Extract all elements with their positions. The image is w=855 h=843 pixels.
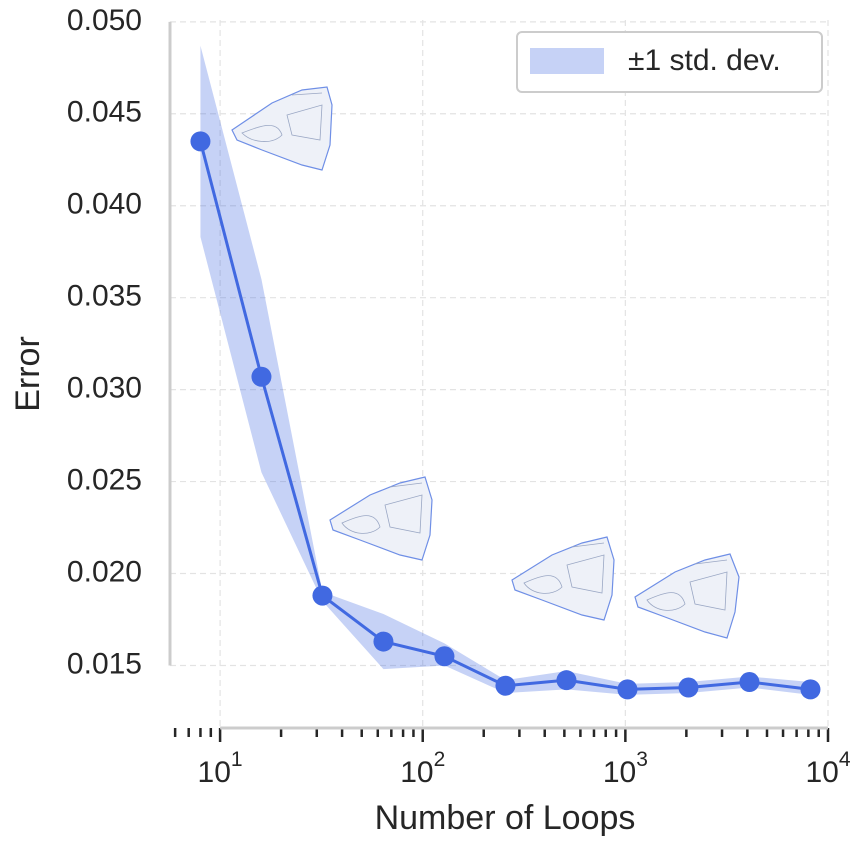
data-point bbox=[556, 670, 576, 690]
x-tick-exponent: 2 bbox=[434, 748, 446, 771]
x-tick-base: 10 bbox=[805, 756, 838, 789]
x-axis-label: Number of Loops bbox=[375, 799, 636, 837]
y-tick-label: 0.050 bbox=[67, 4, 142, 37]
y-tick-label: 0.025 bbox=[67, 464, 142, 497]
data-point bbox=[312, 586, 332, 606]
mesh-thumbnail bbox=[330, 477, 432, 560]
x-tick-exponent: 1 bbox=[231, 748, 243, 771]
data-point bbox=[739, 672, 759, 692]
data-point bbox=[678, 678, 698, 698]
y-tick-label: 0.020 bbox=[67, 555, 142, 588]
data-point bbox=[251, 367, 271, 387]
y-tick-label: 0.030 bbox=[67, 372, 142, 405]
x-tick-base: 10 bbox=[400, 756, 433, 789]
y-tick-label: 0.045 bbox=[67, 96, 142, 129]
x-tick-label: 104 bbox=[805, 748, 850, 789]
x-tick-exponent: 4 bbox=[839, 748, 851, 771]
y-tick-label: 0.035 bbox=[67, 280, 142, 313]
mesh-thumbnail bbox=[232, 87, 332, 170]
x-tick-exponent: 3 bbox=[636, 748, 648, 771]
mesh-thumbnail bbox=[512, 537, 614, 620]
data-point bbox=[434, 646, 454, 666]
y-axis-label: Error bbox=[9, 336, 47, 412]
x-tick-label: 103 bbox=[603, 748, 648, 789]
legend-label: ±1 std. dev. bbox=[628, 44, 781, 77]
data-point bbox=[495, 676, 515, 696]
data-point bbox=[373, 632, 393, 652]
x-tick-label: 101 bbox=[198, 748, 243, 789]
chart: Number of Loops Error 0.015 0.020 0.025 0.0… bbox=[0, 0, 855, 843]
mesh-thumbnail bbox=[635, 554, 739, 638]
y-tick-label: 0.040 bbox=[67, 188, 142, 221]
x-tick-label: 102 bbox=[400, 748, 445, 789]
data-point bbox=[617, 679, 637, 699]
y-tick-label: 0.015 bbox=[67, 647, 142, 680]
x-tick-base: 10 bbox=[603, 756, 636, 789]
data-point bbox=[800, 679, 820, 699]
data-point bbox=[190, 131, 210, 151]
x-tick-base: 10 bbox=[198, 756, 231, 789]
legend-swatch bbox=[530, 48, 604, 74]
